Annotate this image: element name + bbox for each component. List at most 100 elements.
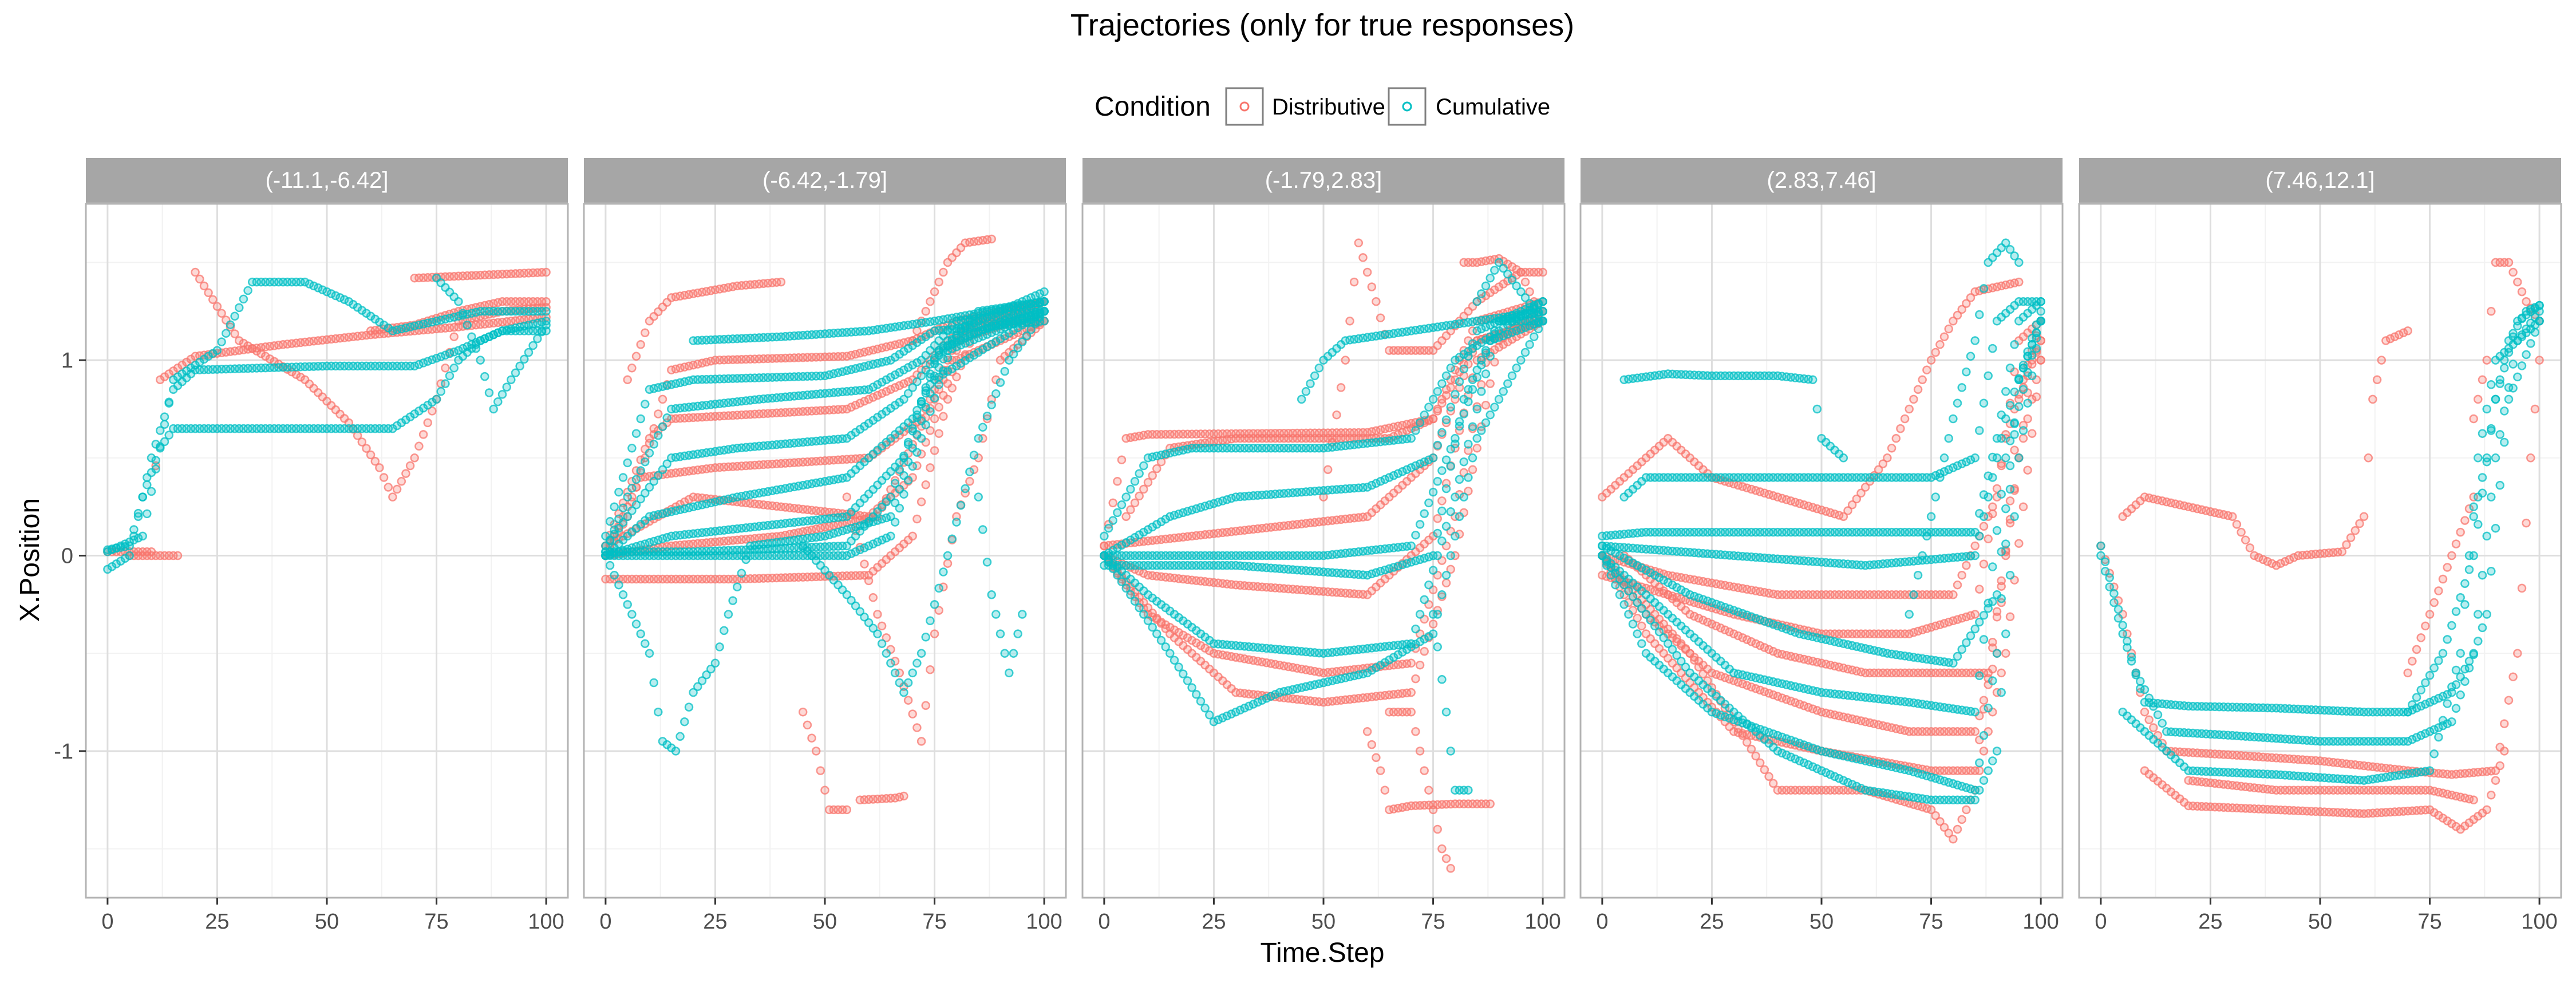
data-point bbox=[935, 278, 943, 286]
data-point bbox=[1998, 491, 2005, 498]
data-point bbox=[1206, 711, 1213, 719]
data-point bbox=[2015, 540, 2022, 547]
x-tick-label: 50 bbox=[315, 910, 339, 934]
data-point bbox=[1469, 376, 1476, 384]
data-point bbox=[1434, 405, 1441, 413]
data-point bbox=[1447, 463, 1455, 470]
data-point bbox=[1153, 465, 1160, 472]
data-point bbox=[1634, 630, 1641, 638]
data-point bbox=[1526, 341, 1534, 348]
data-point bbox=[1919, 376, 1926, 384]
data-point bbox=[611, 503, 618, 511]
data-point bbox=[490, 405, 497, 413]
data-point bbox=[1416, 419, 1424, 427]
data-point bbox=[1530, 333, 1538, 341]
data-point bbox=[931, 630, 938, 638]
data-point bbox=[1809, 376, 1816, 384]
data-point bbox=[926, 666, 934, 673]
data-point bbox=[1109, 499, 1117, 507]
data-point bbox=[1477, 357, 1485, 364]
data-point bbox=[633, 621, 640, 628]
data-point bbox=[646, 449, 653, 457]
data-point bbox=[1041, 288, 1048, 295]
data-point bbox=[1473, 366, 1481, 374]
data-point bbox=[1447, 404, 1455, 411]
data-point bbox=[922, 421, 930, 429]
data-point bbox=[455, 298, 462, 305]
x-tick-label: 100 bbox=[528, 910, 564, 934]
data-point bbox=[1517, 357, 1524, 364]
data-point bbox=[2002, 454, 2009, 461]
data-point bbox=[192, 269, 199, 276]
data-point bbox=[165, 398, 173, 406]
data-point bbox=[926, 617, 934, 625]
data-point bbox=[1438, 467, 1445, 475]
data-point bbox=[209, 296, 216, 303]
data-point bbox=[1765, 773, 1773, 780]
legend-title: Condition bbox=[1095, 92, 1211, 122]
data-point bbox=[1131, 499, 1139, 507]
data-point bbox=[870, 594, 877, 601]
data-point bbox=[1487, 337, 1494, 345]
data-point bbox=[812, 747, 820, 755]
data-point bbox=[2006, 497, 2014, 504]
data-point bbox=[1438, 845, 1445, 852]
data-point bbox=[1412, 427, 1419, 435]
data-point bbox=[725, 611, 732, 618]
data-point bbox=[1438, 507, 1445, 515]
data-point bbox=[1473, 405, 1481, 413]
data-point bbox=[1482, 347, 1490, 354]
data-point bbox=[922, 387, 930, 394]
data-point bbox=[139, 532, 147, 540]
data-point bbox=[1508, 372, 1516, 380]
data-point bbox=[1971, 542, 1979, 550]
data-point bbox=[1298, 396, 1305, 403]
data-point bbox=[1337, 384, 1345, 391]
data-point bbox=[931, 415, 938, 423]
data-point bbox=[821, 787, 829, 794]
data-point bbox=[398, 477, 405, 485]
legend-key-distributive bbox=[1226, 88, 1263, 125]
data-point bbox=[909, 532, 916, 540]
data-point bbox=[931, 360, 938, 368]
data-point bbox=[843, 494, 851, 501]
data-point bbox=[196, 275, 203, 283]
data-point bbox=[918, 400, 925, 408]
data-point bbox=[654, 432, 662, 439]
data-point bbox=[1638, 640, 1645, 648]
data-point bbox=[1302, 388, 1310, 395]
data-point bbox=[939, 368, 947, 375]
data-point bbox=[446, 372, 453, 380]
data-point bbox=[913, 515, 920, 523]
data-point bbox=[659, 396, 666, 403]
data-point bbox=[931, 288, 938, 295]
data-point bbox=[2002, 388, 2009, 395]
data-point bbox=[646, 650, 653, 657]
data-point bbox=[152, 465, 160, 473]
data-point bbox=[1364, 269, 1371, 276]
data-point bbox=[481, 373, 488, 380]
data-point bbox=[1686, 650, 1694, 657]
data-point bbox=[619, 474, 627, 481]
data-point bbox=[624, 459, 631, 467]
data-point bbox=[1100, 532, 1108, 540]
data-point bbox=[411, 454, 418, 461]
data-point bbox=[1513, 364, 1520, 372]
legend-label-cumulative: Cumulative bbox=[1436, 94, 1550, 120]
data-point bbox=[1144, 479, 1152, 486]
data-point bbox=[1971, 611, 1979, 618]
data-point bbox=[650, 440, 658, 448]
data-point bbox=[1377, 314, 1384, 322]
data-point bbox=[1372, 754, 1380, 761]
data-point bbox=[966, 468, 973, 476]
data-point bbox=[1971, 708, 1979, 716]
data-point bbox=[1118, 501, 1125, 508]
data-point bbox=[516, 362, 524, 370]
data-point bbox=[1311, 372, 1318, 380]
data-point bbox=[641, 400, 649, 408]
data-point bbox=[1443, 523, 1450, 530]
data-point bbox=[1443, 571, 1450, 579]
data-point bbox=[1962, 806, 1970, 814]
data-point bbox=[1429, 396, 1437, 403]
data-point bbox=[1482, 282, 1490, 290]
